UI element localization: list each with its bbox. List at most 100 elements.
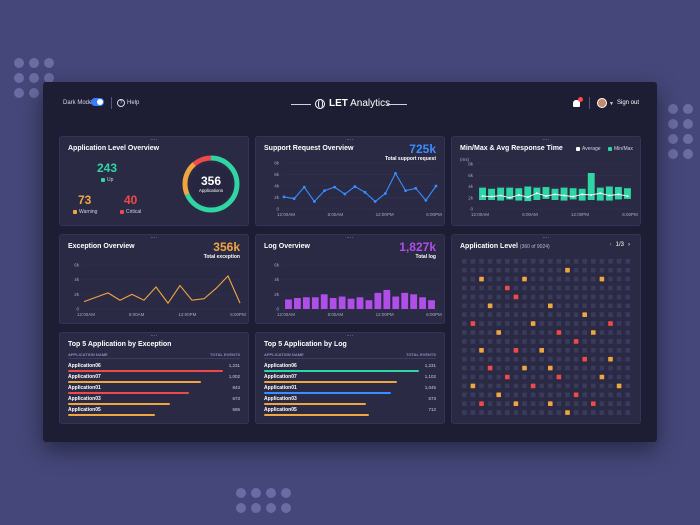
app-cell	[462, 401, 467, 406]
notification-badge	[578, 97, 583, 102]
log-total: 1,827k	[399, 240, 436, 254]
column-header-total: TOTAL EVENTS	[209, 352, 240, 357]
table-header: APPLICATION NAME TOTAL EVENTS	[264, 352, 436, 357]
app-cell	[582, 383, 587, 389]
app-cell	[470, 348, 476, 353]
table-row[interactable]: Application07 1,002	[68, 374, 240, 386]
app-cell	[608, 259, 613, 264]
app-cell	[591, 348, 596, 353]
up-count: 243	[97, 161, 118, 175]
data-point	[363, 190, 367, 194]
app-cell	[582, 267, 587, 273]
chevron-right-icon[interactable]: ›	[628, 242, 630, 248]
app-cell	[522, 401, 527, 406]
app-cell	[625, 392, 630, 398]
chevron-down-icon[interactable]: ▼	[609, 101, 614, 107]
app-cell	[462, 330, 467, 335]
event-bar	[264, 392, 392, 394]
drag-handle[interactable]	[543, 139, 549, 140]
avatar[interactable]	[597, 98, 607, 108]
chevron-left-icon[interactable]: ‹	[609, 242, 612, 248]
app-cell	[513, 294, 519, 300]
app-cell	[616, 339, 622, 344]
bar	[329, 298, 337, 309]
app-cell	[548, 374, 553, 380]
table-row[interactable]: Application06 1,231	[264, 363, 436, 375]
app-cell	[608, 365, 613, 371]
drag-handle[interactable]	[151, 335, 157, 336]
app-cell	[462, 303, 467, 309]
app-cell	[496, 294, 501, 300]
sign-out-button[interactable]: Sign out	[617, 100, 640, 106]
dashboard-window: Dark Mode ? Help LET Analytics ▼ Sign ou…	[43, 82, 657, 442]
drag-handle[interactable]	[151, 237, 157, 238]
app-cell	[522, 410, 527, 415]
help-link[interactable]: Help	[127, 100, 140, 106]
donut-critical-segment	[182, 155, 240, 213]
drag-handle[interactable]	[347, 335, 353, 336]
app-cell	[522, 365, 527, 371]
drag-handle[interactable]	[347, 139, 353, 140]
app-cell	[565, 410, 570, 415]
app-cell	[487, 276, 493, 282]
response-time-card: Min/Max & Avg Response Time Average Min/…	[451, 136, 641, 226]
app-cell	[591, 294, 596, 300]
app-cell	[487, 356, 493, 362]
event-bar	[68, 403, 171, 405]
app-cell	[470, 365, 476, 371]
table-row[interactable]: Application05 595	[68, 407, 240, 419]
app-cell	[530, 303, 536, 309]
app-cell	[625, 276, 630, 282]
legend-average: Average	[576, 146, 601, 152]
app-cell	[539, 294, 544, 300]
average-point	[535, 192, 538, 195]
app-cell	[470, 356, 476, 362]
app-cell	[513, 339, 519, 344]
app-cell	[599, 410, 605, 415]
app-cell	[487, 365, 493, 371]
app-cell	[487, 312, 493, 317]
data-point	[434, 184, 438, 188]
bar	[311, 297, 319, 309]
table-row[interactable]: Application01 843	[68, 385, 240, 397]
drag-handle[interactable]	[347, 237, 353, 238]
exception-line-chart: 0 2k 4k 6k 12:00AM 6:00AM 12:00PM 6:00PM	[74, 263, 246, 318]
app-cell	[608, 374, 613, 380]
table-row[interactable]: Application05 712	[264, 407, 436, 419]
table-row[interactable]: Application01 1,045	[264, 385, 436, 397]
app-cell	[608, 267, 613, 273]
drag-handle[interactable]	[151, 139, 157, 140]
dark-mode-toggle[interactable]	[91, 98, 104, 106]
app-cell	[470, 401, 476, 406]
app-cell	[548, 259, 553, 264]
x-tick-label: 12:00AM	[277, 212, 295, 217]
app-cell	[582, 303, 587, 309]
app-cell	[625, 365, 630, 371]
table-row[interactable]: Application03 673	[264, 396, 436, 408]
bar	[338, 296, 346, 309]
minmax-bar	[488, 188, 496, 200]
table-row[interactable]: Application06 1,231	[68, 363, 240, 375]
data-point	[383, 192, 387, 195]
app-cell	[616, 410, 622, 415]
response-bar-chart: (ms) 0 2k 4k 6k 8k 12:00AM 6:00AM 12:00PM 6:00PM	[460, 157, 638, 217]
warning-label: Warning	[73, 209, 97, 215]
app-cell	[573, 321, 579, 326]
app-cell	[548, 348, 553, 353]
app-cell	[599, 374, 605, 380]
x-tick-label: 6:00AM	[328, 312, 344, 317]
table-row[interactable]: Application03 673	[68, 396, 240, 408]
app-cell	[556, 321, 562, 326]
app-cell	[608, 401, 613, 406]
drag-handle[interactable]	[543, 237, 549, 238]
help-icon[interactable]: ?	[117, 99, 125, 107]
app-cell	[539, 365, 544, 371]
app-name: Application01	[68, 385, 101, 391]
table-row[interactable]: Application07 1,102	[264, 374, 436, 386]
bell-icon[interactable]	[573, 100, 580, 107]
app-cell	[608, 330, 613, 335]
app-cell	[565, 321, 570, 326]
top-exception-card: Top 5 Application by Exception APPLICATI…	[59, 332, 249, 424]
event-count: 1,231	[228, 363, 240, 368]
app-cell	[513, 365, 519, 371]
